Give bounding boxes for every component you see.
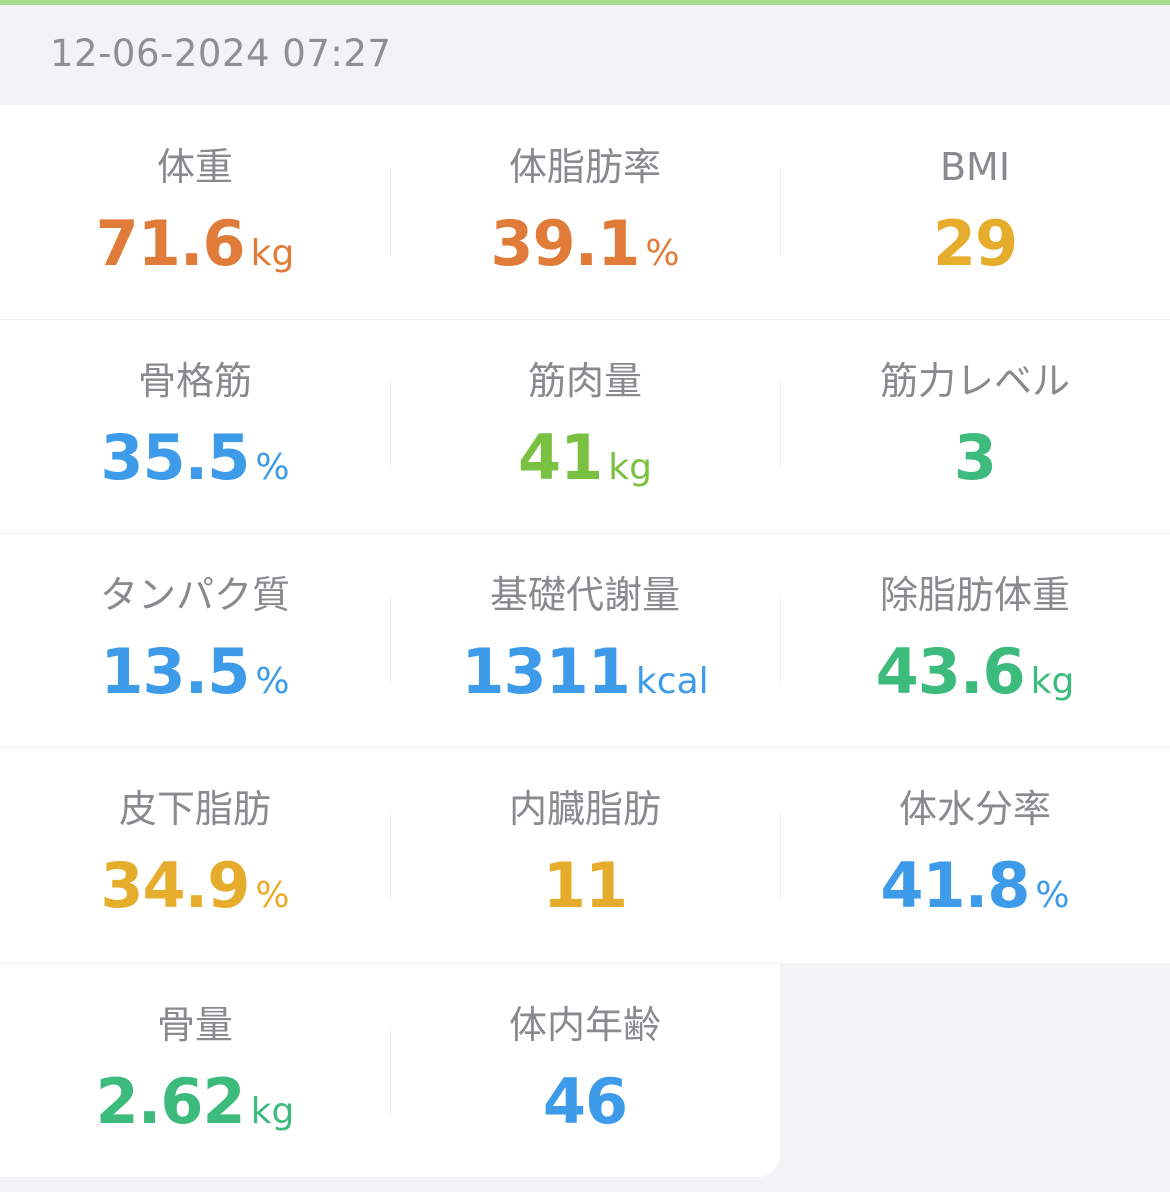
row-divider bbox=[0, 319, 1170, 320]
metric-visceral-fat[interactable]: 内臓脂肪 11 bbox=[390, 747, 780, 961]
metric-weight[interactable]: 体重 71.6 kg bbox=[0, 105, 390, 319]
metric-value-row: 43.6 kg bbox=[780, 637, 1170, 723]
metric-value-row: 1311 kcal bbox=[390, 637, 780, 723]
column-divider bbox=[390, 168, 391, 256]
metric-value-row: 39.1% bbox=[390, 209, 780, 295]
row-divider bbox=[0, 963, 780, 964]
metric-strength-level[interactable]: 筋力レベル 3 bbox=[780, 319, 1170, 533]
metric-label: 体内年齢 bbox=[508, 1003, 661, 1047]
metric-value: 13.5 bbox=[100, 635, 250, 708]
column-divider bbox=[780, 382, 781, 470]
measurement-datetime: 12-06-2024 07:27 bbox=[50, 32, 392, 75]
metric-bone-mass[interactable]: 骨量 2.62 kg bbox=[0, 963, 390, 1177]
metric-value: 1311 bbox=[461, 635, 631, 708]
metric-body-age[interactable]: 体内年齢 46 bbox=[390, 963, 780, 1177]
metric-value-row: 34.9% bbox=[0, 851, 390, 937]
metric-value-row: 11 bbox=[390, 851, 780, 937]
metric-unit: % bbox=[1035, 875, 1070, 916]
metric-unit: kg bbox=[608, 447, 652, 488]
column-divider bbox=[780, 596, 781, 684]
metric-label: 基礎代謝量 bbox=[489, 573, 680, 617]
column-divider bbox=[390, 810, 391, 898]
column-divider bbox=[390, 1026, 391, 1114]
metric-label: 体水分率 bbox=[898, 787, 1051, 831]
metric-subcutaneous-fat[interactable]: 皮下脂肪 34.9% bbox=[0, 747, 390, 961]
metric-unit: % bbox=[255, 875, 290, 916]
metric-label: 骨量 bbox=[156, 1003, 233, 1047]
metric-label: 骨格筋 bbox=[137, 359, 252, 403]
metric-label: 内臓脂肪 bbox=[508, 787, 661, 831]
row-divider bbox=[0, 747, 1170, 748]
metric-label: 皮下脂肪 bbox=[118, 787, 271, 831]
metric-label: 体脂肪率 bbox=[508, 145, 661, 189]
metric-label: BMI bbox=[939, 145, 1011, 189]
metric-value: 3 bbox=[953, 421, 997, 494]
metric-value-row: 2.62 kg bbox=[0, 1067, 390, 1153]
metric-bmi[interactable]: BMI 29 bbox=[780, 105, 1170, 319]
row-divider bbox=[0, 533, 1170, 534]
metric-protein[interactable]: タンパク質 13.5% bbox=[0, 533, 390, 747]
metric-value-row: 71.6 kg bbox=[0, 209, 390, 295]
metric-value: 35.5 bbox=[100, 421, 250, 494]
metric-label: 筋肉量 bbox=[527, 359, 642, 403]
metric-unit: % bbox=[645, 233, 680, 274]
metric-unit: % bbox=[255, 447, 290, 488]
metric-value-row: 29 bbox=[780, 209, 1170, 295]
column-divider bbox=[780, 168, 781, 256]
metric-label: 体重 bbox=[156, 145, 233, 189]
metric-unit: kg bbox=[250, 233, 295, 274]
metric-value: 41.8 bbox=[880, 849, 1030, 922]
metric-label: 除脂肪体重 bbox=[879, 573, 1070, 617]
metric-unit: kg bbox=[250, 1091, 295, 1132]
metric-skeletal-muscle[interactable]: 骨格筋 35.5% bbox=[0, 319, 390, 533]
metric-unit: kg bbox=[1030, 661, 1075, 702]
metric-value: 46 bbox=[542, 1065, 628, 1138]
metric-value-row: 35.5% bbox=[0, 423, 390, 509]
metric-value: 43.6 bbox=[875, 635, 1026, 708]
metric-lean-body-mass[interactable]: 除脂肪体重 43.6 kg bbox=[780, 533, 1170, 747]
metric-value-row: 3 bbox=[780, 423, 1170, 509]
metric-muscle-mass[interactable]: 筋肉量 41 kg bbox=[390, 319, 780, 533]
metric-unit: % bbox=[255, 661, 290, 702]
metric-value: 39.1 bbox=[490, 207, 640, 280]
metric-value: 41 bbox=[518, 421, 603, 494]
metric-value-row: 13.5% bbox=[0, 637, 390, 723]
metric-value: 34.9 bbox=[100, 849, 250, 922]
metrics-card-last-row: 骨量 2.62 kg 体内年齢 46 bbox=[0, 963, 780, 1177]
metric-value-row: 41.8% bbox=[780, 851, 1170, 937]
metric-value: 71.6 bbox=[95, 207, 246, 280]
metric-value-row: 41 kg bbox=[390, 423, 780, 509]
column-divider bbox=[780, 810, 781, 898]
metric-value: 29 bbox=[932, 207, 1018, 280]
top-accent-line bbox=[0, 0, 1170, 5]
metric-basal-metabolism[interactable]: 基礎代謝量 1311 kcal bbox=[390, 533, 780, 747]
column-divider bbox=[390, 382, 391, 470]
metrics-card: 体重 71.6 kg 体脂肪率 39.1% BMI 29 骨格筋 35.5% 筋肉… bbox=[0, 105, 1170, 963]
metric-label: 筋力レベル bbox=[879, 359, 1070, 403]
metric-value-row: 46 bbox=[390, 1067, 780, 1153]
metric-value: 2.62 bbox=[95, 1065, 246, 1138]
metric-body-water-rate[interactable]: 体水分率 41.8% bbox=[780, 747, 1170, 961]
metric-value: 11 bbox=[542, 849, 628, 922]
metric-body-fat-rate[interactable]: 体脂肪率 39.1% bbox=[390, 105, 780, 319]
column-divider bbox=[390, 596, 391, 684]
metric-unit: kcal bbox=[635, 661, 709, 702]
metric-label: タンパク質 bbox=[99, 573, 290, 617]
